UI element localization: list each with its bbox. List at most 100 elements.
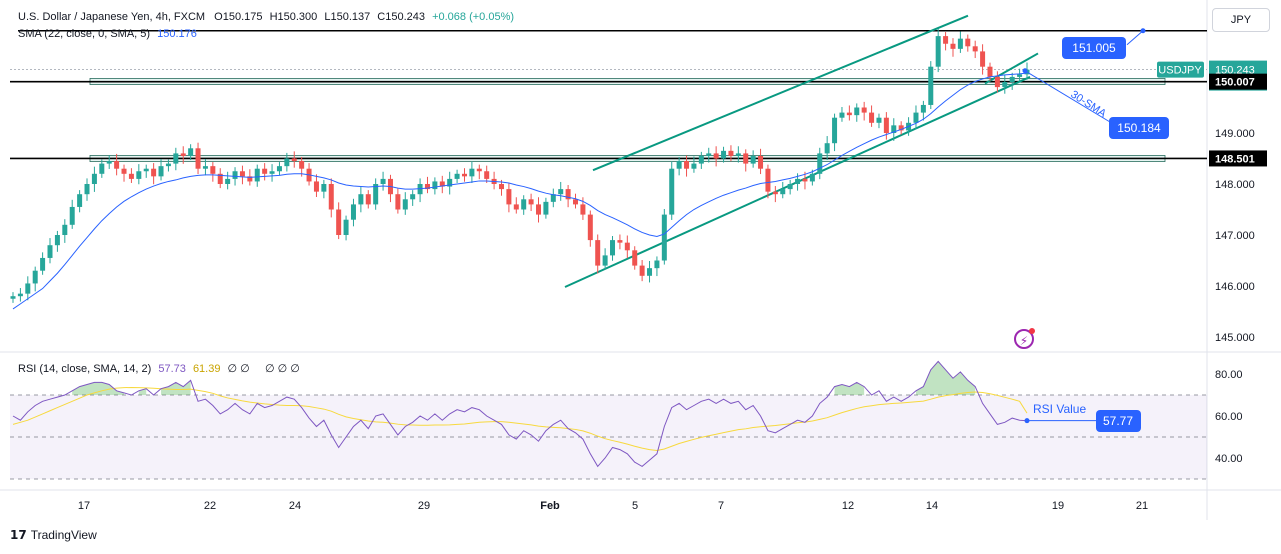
candle-body xyxy=(1009,76,1015,82)
channel-upper-line xyxy=(592,14,969,172)
rsi-legend[interactable]: RSI (14, close, SMA, 14, 2) 57.73 61.39 … xyxy=(18,362,304,375)
rsi-tick-label: 40.00 xyxy=(1215,453,1243,465)
tradingview-logo-icon: 17 xyxy=(10,528,27,542)
candle-body xyxy=(580,204,586,215)
candle-body xyxy=(972,46,978,52)
candle-body xyxy=(920,104,926,113)
candle-body xyxy=(861,107,867,113)
candle-body xyxy=(151,168,157,177)
lightning-icon[interactable]: ⚡ xyxy=(1014,328,1035,349)
sma-legend-label: SMA (22, close, 0, SMA, 5) xyxy=(18,28,151,40)
candle-body xyxy=(632,250,638,266)
candle-body xyxy=(684,161,690,169)
brand-name: TradingView xyxy=(30,528,97,542)
candle-body xyxy=(47,245,53,258)
candle-body xyxy=(824,143,830,154)
time-tick-label: 5 xyxy=(632,500,638,512)
rsi-tick-label: 60.00 xyxy=(1215,411,1243,423)
currency-button[interactable]: JPY xyxy=(1212,8,1270,32)
rsi-line xyxy=(12,360,1028,468)
candle-body xyxy=(54,235,60,246)
candle-body xyxy=(99,163,105,174)
callout-connector xyxy=(1126,30,1144,46)
candle-body xyxy=(1017,74,1023,77)
price-tick-label: 148.000 xyxy=(1215,179,1255,191)
candle-body xyxy=(239,171,245,177)
candle-body xyxy=(432,181,438,190)
candle-body xyxy=(987,66,993,77)
candle-body xyxy=(943,36,949,44)
candle-body xyxy=(624,242,630,251)
candle-body xyxy=(950,43,956,49)
candle-body xyxy=(350,204,356,220)
level-label-box xyxy=(1209,150,1267,167)
candle-body xyxy=(25,283,31,294)
candle-body xyxy=(299,161,305,169)
sma-legend[interactable]: SMA (22, close, 0, SMA, 5) 150.176 xyxy=(18,28,201,40)
price-tick-label: 146.000 xyxy=(1215,281,1255,293)
candle-body xyxy=(802,178,808,182)
candle-body xyxy=(173,153,179,164)
ohlc-open: O150.175 xyxy=(214,11,263,23)
callout-anchor xyxy=(1140,28,1146,34)
candle-body xyxy=(521,199,527,210)
price-tick-label: 147.000 xyxy=(1215,230,1255,242)
candle-body xyxy=(210,166,216,174)
candle-body xyxy=(247,176,253,182)
candle-body xyxy=(262,168,268,174)
candle-body xyxy=(647,268,653,276)
candle-body xyxy=(550,194,556,202)
candle-body xyxy=(809,173,815,182)
candle-body xyxy=(565,189,571,200)
candle-body xyxy=(994,76,1000,88)
candle-body xyxy=(373,184,379,205)
rsi-annotation-text: RSI Value xyxy=(1033,402,1086,416)
time-tick-label: 19 xyxy=(1052,500,1064,512)
candle-body xyxy=(817,153,823,174)
candle-body xyxy=(706,153,712,156)
candle-body xyxy=(380,178,386,184)
candle-body xyxy=(558,189,564,195)
candle-body xyxy=(891,125,897,133)
candle-body xyxy=(114,161,120,169)
candle-body xyxy=(91,173,97,184)
candle-body xyxy=(832,117,838,144)
candle-body xyxy=(10,296,16,299)
callout-label: 151.005 xyxy=(1072,41,1116,55)
candle-body xyxy=(195,148,201,169)
candle-body xyxy=(965,38,971,47)
rsi-legend-value: 57.73 xyxy=(158,363,186,375)
candle-body xyxy=(180,153,186,156)
candle-body xyxy=(980,51,986,67)
ohlc-change: +0.068 (+0.05%) xyxy=(432,11,515,23)
candle-body xyxy=(447,178,453,187)
symbol-title[interactable]: U.S. Dollar / Japanese Yen, 4h, FXCM xyxy=(18,11,206,23)
candle-body xyxy=(928,66,934,105)
rsi-annotation-anchor xyxy=(1024,418,1030,424)
candle-body xyxy=(69,206,75,225)
level-label: 148.501 xyxy=(1215,153,1255,165)
candle-body xyxy=(795,178,801,184)
price-tick-label: 149.000 xyxy=(1215,128,1255,140)
sma-annotation: 30-SMA xyxy=(1068,88,1108,120)
candle-body xyxy=(498,184,504,190)
candle-body xyxy=(957,38,963,49)
tradingview-brand[interactable]: 17 TradingView xyxy=(10,528,97,542)
candle-body xyxy=(691,163,697,169)
symbol-badge-label: USDJPY xyxy=(1158,65,1202,77)
candle-body xyxy=(328,184,334,210)
candle-body xyxy=(84,184,90,195)
rsi-overbought-fill xyxy=(72,382,125,395)
candle-body xyxy=(143,168,149,172)
candle-body xyxy=(876,117,882,123)
candle-body xyxy=(269,171,275,174)
candle-body xyxy=(128,173,134,179)
candle-body xyxy=(898,125,904,131)
time-tick-label: 21 xyxy=(1136,500,1148,512)
candle-body xyxy=(461,173,467,177)
rsi-annotation-value: 57.77 xyxy=(1103,414,1133,428)
callout-box xyxy=(1062,37,1126,59)
candle-body xyxy=(587,214,593,241)
candle-body xyxy=(358,194,364,205)
